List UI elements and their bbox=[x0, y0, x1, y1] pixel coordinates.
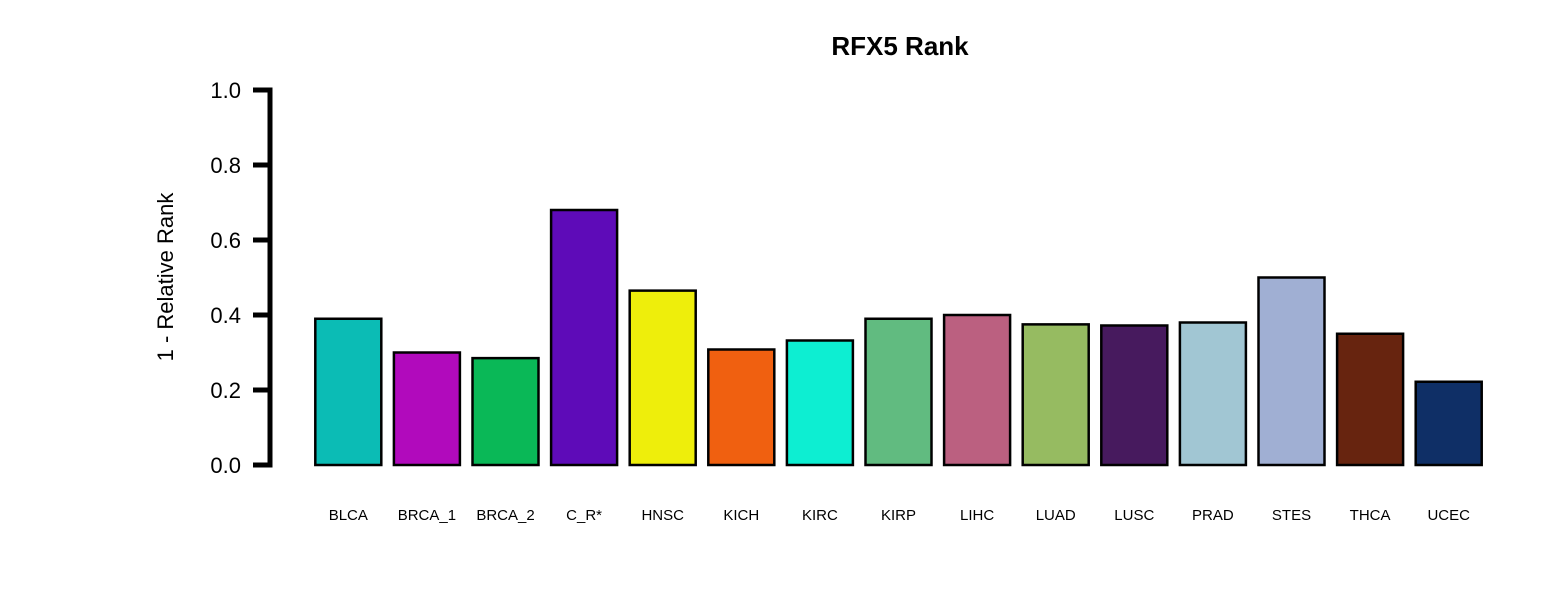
x-tick-label: STES bbox=[1272, 507, 1311, 524]
y-tick-label: 0.4 bbox=[210, 303, 241, 328]
bar-prad bbox=[1178, 321, 1248, 467]
x-tick-label: HNSC bbox=[641, 507, 684, 524]
bar-brca-1 bbox=[392, 351, 462, 467]
bar-lihc bbox=[942, 313, 1012, 467]
x-tick-label: KIRP bbox=[881, 507, 916, 524]
x-tick-label: BLCA bbox=[329, 507, 368, 524]
bar-lusc bbox=[1100, 324, 1169, 467]
x-tick-label: PRAD bbox=[1192, 507, 1234, 524]
x-tick-label: LUAD bbox=[1036, 507, 1076, 524]
bar-ucec bbox=[1414, 380, 1483, 467]
x-tick-label: C_R* bbox=[566, 507, 602, 524]
y-tick-label: 0.0 bbox=[210, 453, 241, 478]
bar-brca-2 bbox=[471, 356, 540, 467]
bar-thca bbox=[1335, 332, 1405, 467]
x-tick-label: LIHC bbox=[960, 507, 994, 524]
bar-hnsc bbox=[628, 289, 697, 467]
y-axis-label: 1 - Relative Rank bbox=[153, 192, 178, 362]
x-tick-label: THCA bbox=[1350, 507, 1391, 524]
bar-kirp bbox=[864, 317, 933, 467]
x-tick-label: LUSC bbox=[1114, 507, 1154, 524]
x-tick-labels: BLCA BRCA_1 BRCA_2 C_R* HNSC KICH KIRC KIRP LIHC… bbox=[329, 507, 1470, 524]
y-axis: 0.0 0.2 0.4 0.6 0.8 1.0 bbox=[210, 78, 273, 478]
bar-stes bbox=[1257, 276, 1326, 467]
bar-kirc bbox=[785, 339, 855, 467]
x-tick-label: UCEC bbox=[1427, 507, 1470, 524]
bar-kich bbox=[707, 348, 776, 467]
y-tick-label: 0.6 bbox=[210, 228, 241, 253]
bar-luad bbox=[1021, 323, 1090, 467]
y-tick-label: 1.0 bbox=[210, 78, 241, 103]
bar-blca bbox=[314, 317, 383, 467]
x-tick-label: KICH bbox=[723, 507, 759, 524]
x-tick-label: BRCA_2 bbox=[476, 507, 534, 524]
bar-c-r bbox=[549, 208, 619, 467]
x-tick-label: KIRC bbox=[802, 507, 838, 524]
chart-title: RFX5 Rank bbox=[831, 31, 969, 61]
y-tick-label: 0.2 bbox=[210, 378, 241, 403]
bars bbox=[314, 208, 1483, 467]
x-tick-label: BRCA_1 bbox=[398, 507, 456, 524]
y-tick-label: 0.8 bbox=[210, 153, 241, 178]
